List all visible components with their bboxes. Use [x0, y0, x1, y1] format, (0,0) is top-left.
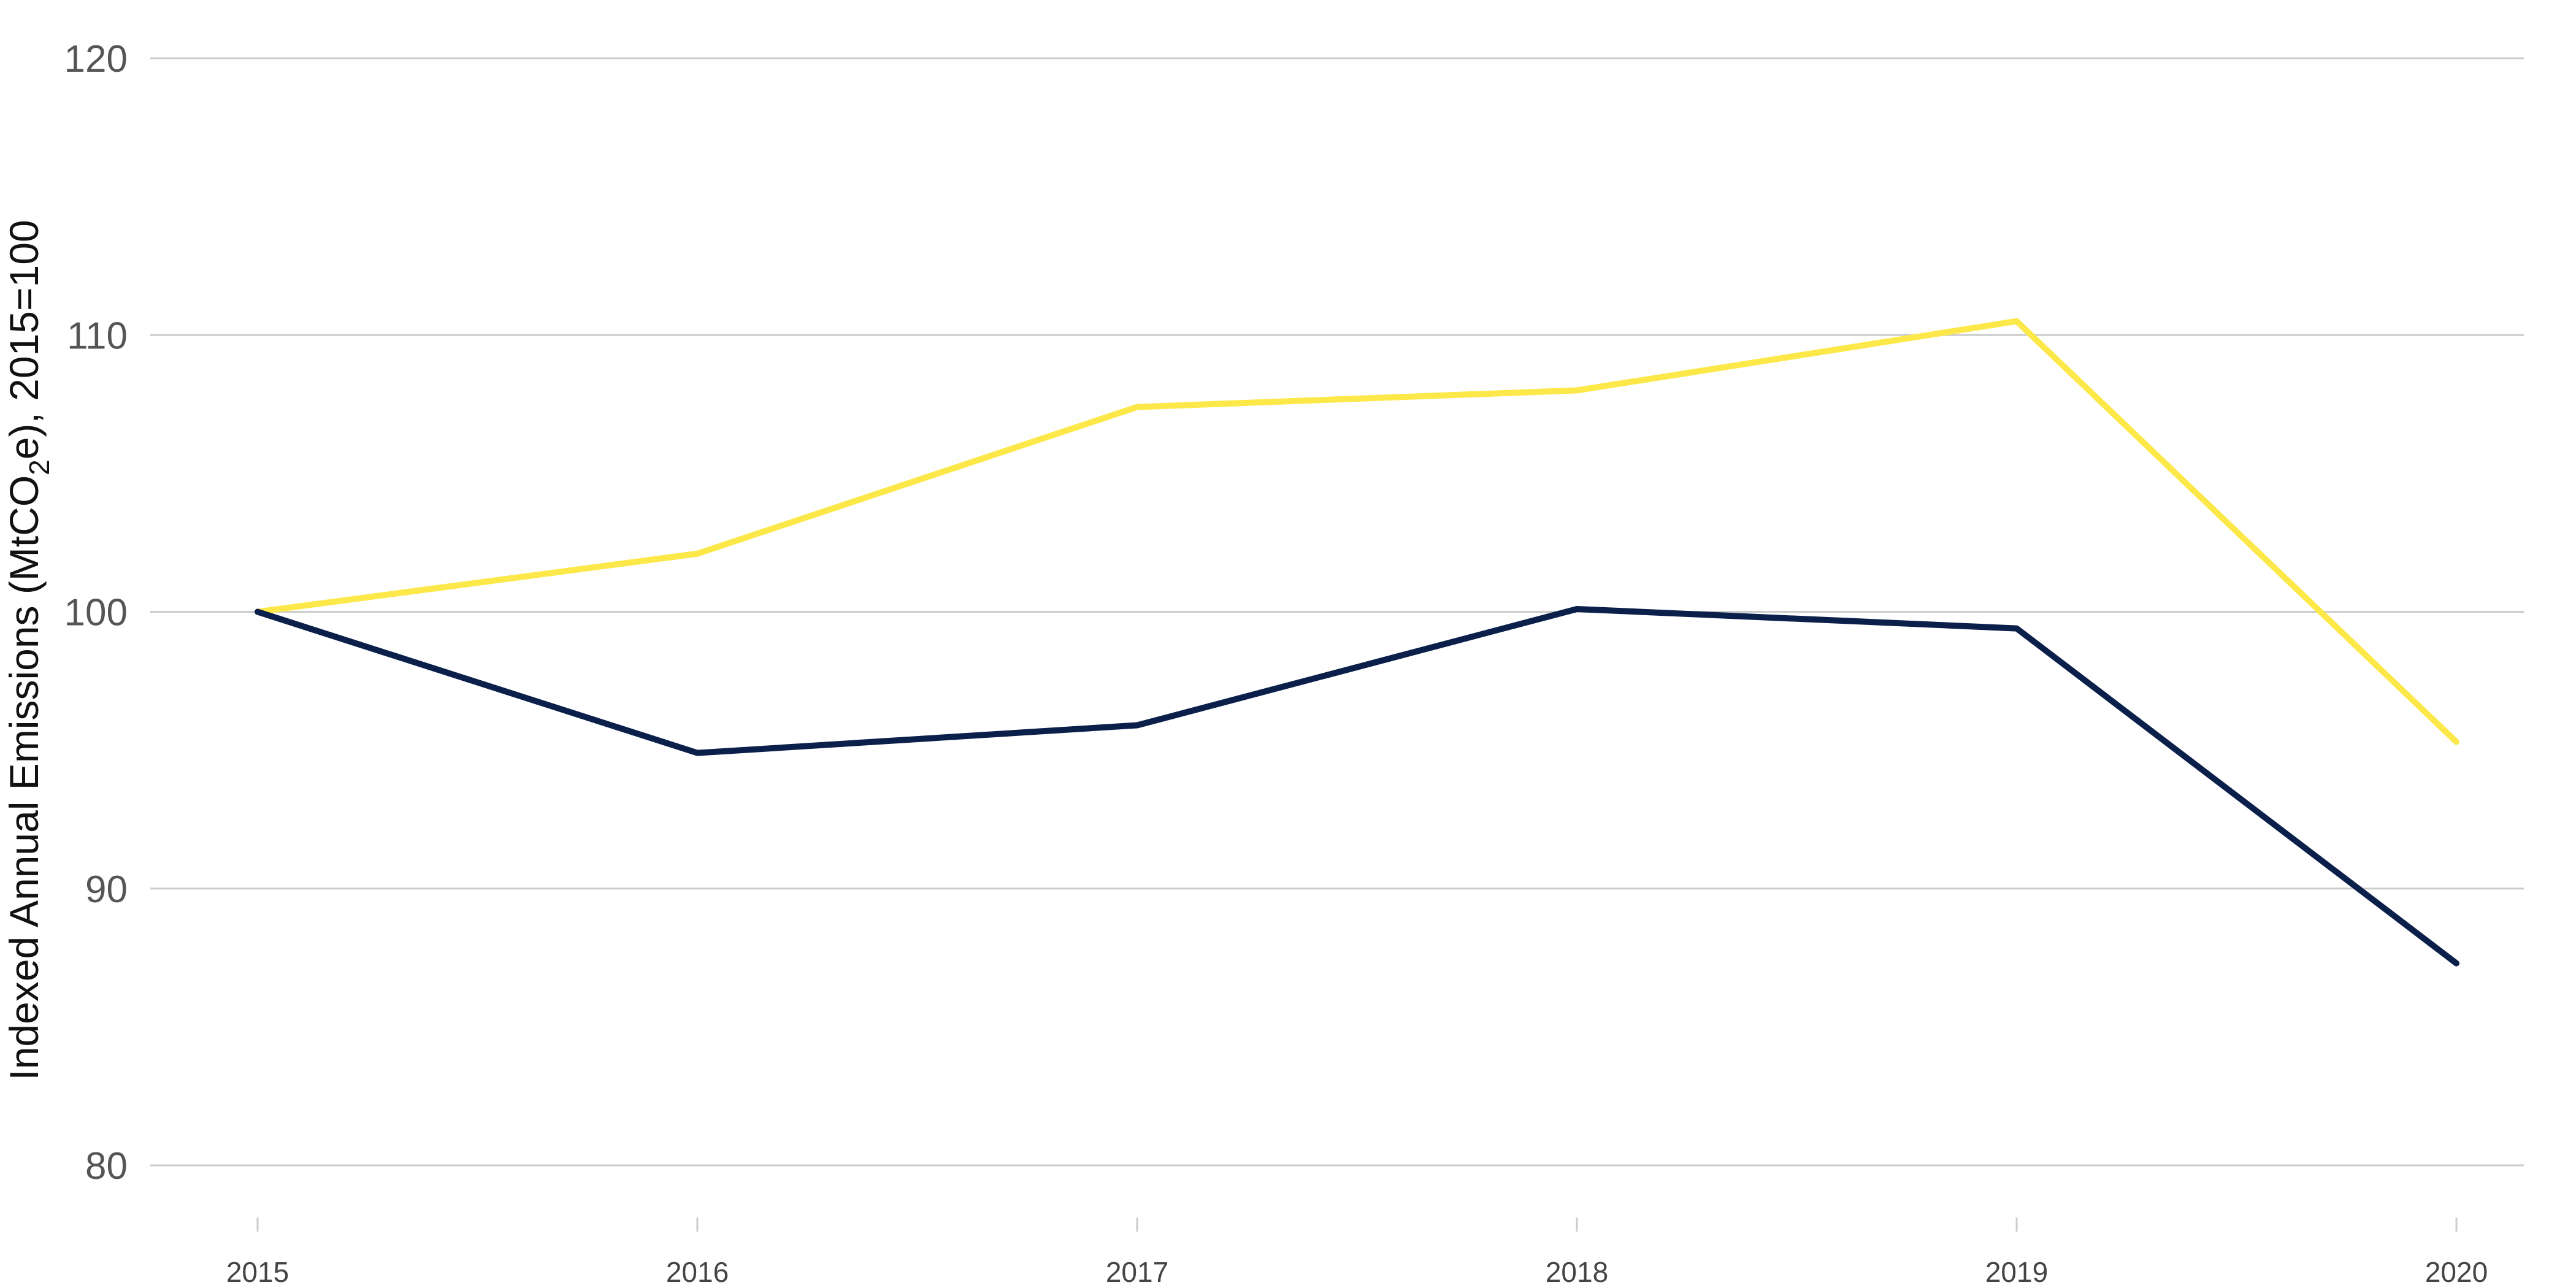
series-lines — [255, 318, 2459, 967]
x-tick-label: 2020 — [2425, 1256, 2488, 1288]
gridlines — [150, 57, 2524, 1167]
x-tick-label: 2017 — [1106, 1256, 1168, 1288]
x-tick-label: 2019 — [1985, 1256, 2048, 1288]
y-tick-label: 120 — [64, 38, 128, 80]
series-line-1 — [255, 318, 2459, 745]
y-tick-label: 110 — [67, 315, 128, 357]
y-axis-label-prefix: Indexed Annual Emissions (MtCO — [1, 475, 47, 1081]
y-axis-label-suffix: e), 2015=100 — [1, 220, 47, 459]
x-tick-label: 2016 — [666, 1256, 729, 1288]
y-tick-label: 100 — [64, 592, 128, 634]
y-axis-label: Indexed Annual Emissions (MtCO2e), 2015=… — [1, 220, 55, 1080]
x-tick-label: 2018 — [1546, 1256, 1608, 1288]
y-tick-label: 80 — [85, 1145, 128, 1187]
y-axis-tick-labels: 80 90 100 110 120 — [64, 38, 128, 1187]
y-tick-label: 90 — [85, 868, 128, 911]
x-tick-label: 2015 — [226, 1256, 289, 1288]
y-axis-label-subscript: 2 — [23, 459, 55, 475]
x-axis-ticks: 2015 2016 2017 2018 2019 2020 — [226, 1217, 2488, 1288]
series-line-2 — [255, 605, 2459, 967]
